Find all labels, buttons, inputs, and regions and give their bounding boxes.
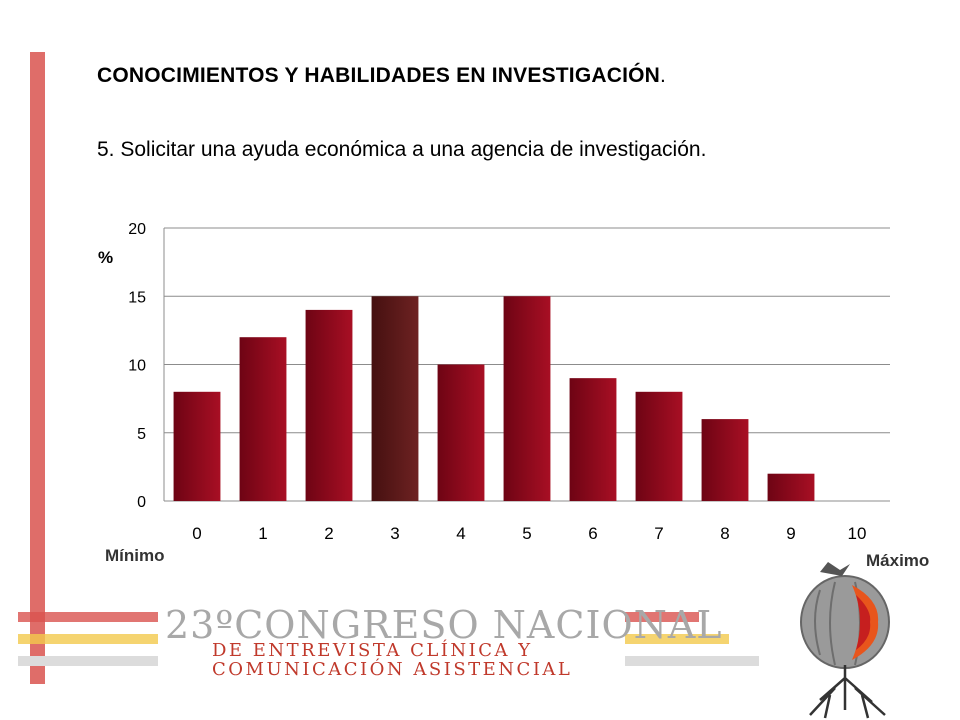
x-tick-label: 1: [258, 524, 267, 543]
x-tick-label: 3: [390, 524, 399, 543]
x-tick-label: 9: [786, 524, 795, 543]
brain-logo-icon: [800, 562, 890, 719]
footer-stripe-grey-left: [18, 656, 158, 666]
congress-logo-line3: COMUNICACIÓN ASISTENCIAL: [212, 659, 573, 680]
y-tick-label: 10: [128, 358, 146, 375]
minimum-label: Mínimo: [105, 546, 165, 565]
y-axis-label: %: [98, 248, 113, 267]
slide-title-text: CONOCIMIENTOS Y HABILIDADES EN INVESTIGA…: [97, 64, 661, 87]
bar-3: [371, 296, 419, 501]
footer-stripe-red-left: [18, 612, 158, 622]
x-tick-label: 8: [720, 524, 729, 543]
bar-4: [437, 364, 485, 501]
slide-title: CONOCIMIENTOS Y HABILIDADES EN INVESTIGA…: [97, 64, 666, 88]
bar-9: [767, 473, 815, 501]
footer-stripe-yellow-left: [18, 634, 158, 644]
bar-2: [305, 309, 353, 501]
y-tick-label: 0: [137, 494, 146, 511]
x-tick-label: 5: [522, 524, 531, 543]
x-tick-label: 7: [654, 524, 663, 543]
left-accent-bar: [30, 52, 45, 684]
congress-logo-line2: DE ENTREVISTA CLÍNICA Y: [212, 640, 533, 661]
y-tick-label: 5: [137, 426, 146, 443]
bar-8: [701, 419, 749, 501]
x-tick-label: 0: [192, 524, 201, 543]
congress-logo-title: 23ºCONGRESO NACIONAL: [165, 603, 723, 647]
footer-stripe-red-right: [625, 612, 699, 622]
bar-0: [173, 391, 221, 501]
maximum-label: Máximo: [866, 551, 930, 570]
slide-subtitle: 5. Solicitar una ayuda económica a una a…: [97, 138, 707, 161]
y-tick-label: 15: [128, 289, 146, 306]
bar-6: [569, 378, 617, 501]
x-tick-label: 10: [848, 524, 867, 543]
bar-7: [635, 391, 683, 501]
x-tick-label: 4: [456, 524, 465, 543]
y-tick-label: 20: [128, 221, 146, 238]
bar-5: [503, 296, 551, 501]
slide-title-suffix: .: [660, 64, 667, 87]
footer-stripe-yellow-right: [625, 634, 729, 644]
footer-stripe-grey-right: [625, 656, 759, 666]
bar-1: [239, 337, 287, 501]
x-tick-label: 6: [588, 524, 597, 543]
x-tick-label: 2: [324, 524, 333, 543]
bar-chart: 0 5 10 15 20% 0 1 2 3 4 5 6 7 8 9 10: [98, 221, 890, 543]
